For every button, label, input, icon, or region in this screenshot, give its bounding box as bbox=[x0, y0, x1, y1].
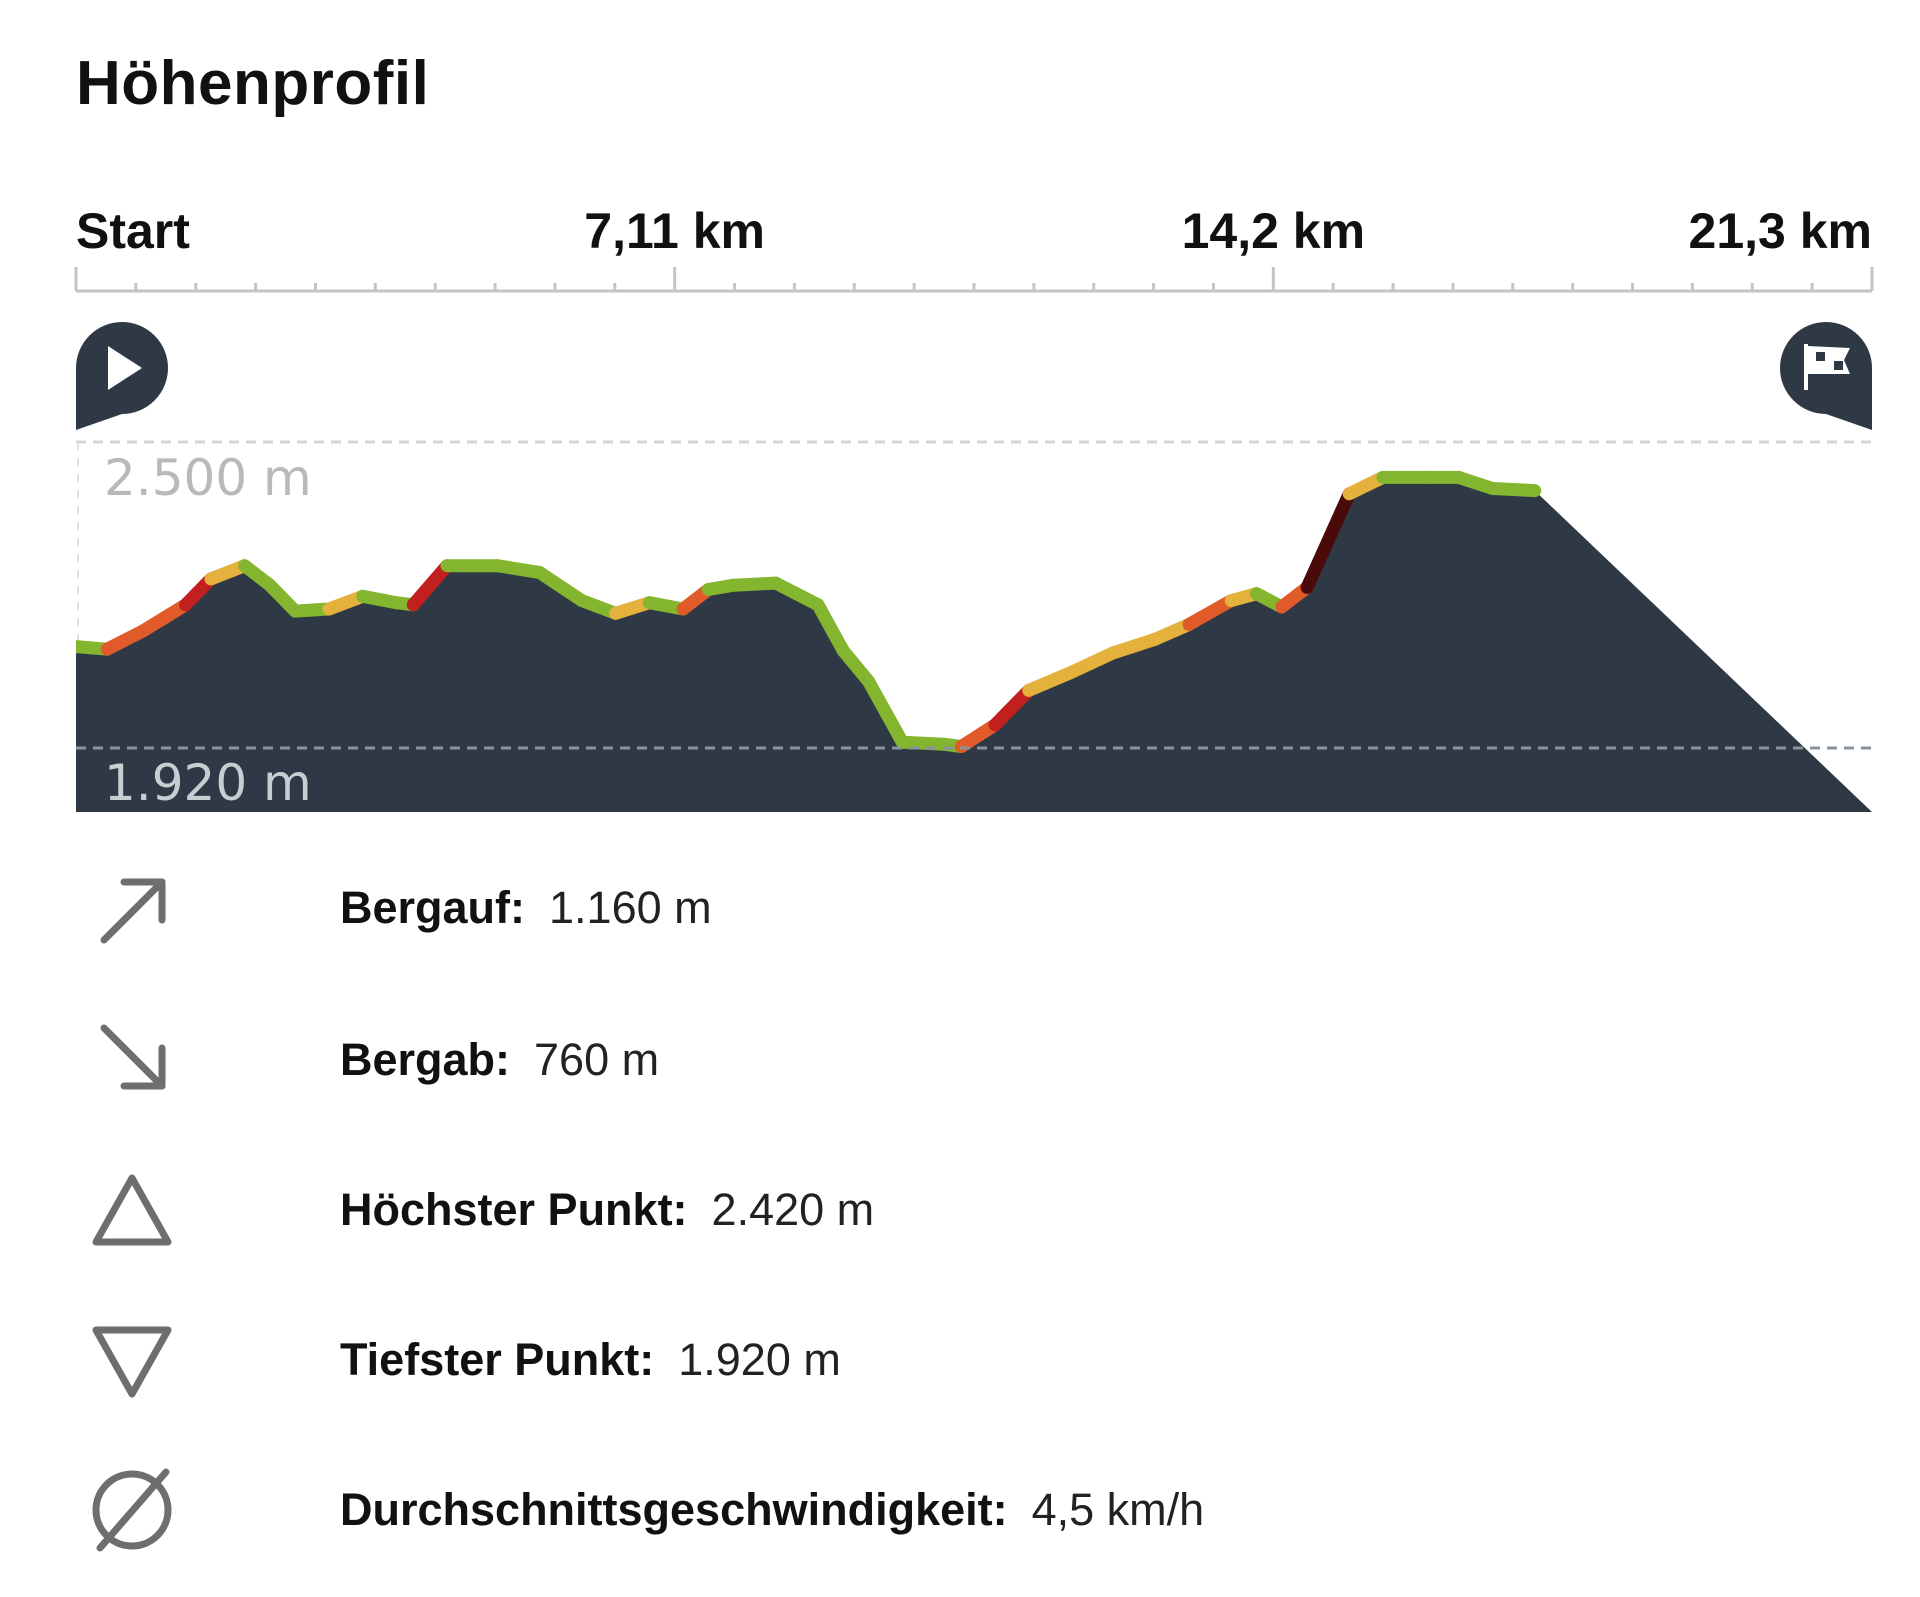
distance-tick-label: 14,2 km bbox=[1182, 203, 1365, 259]
elevation-segment bbox=[533, 566, 589, 608]
distance-tick-label: 7,11 km bbox=[584, 203, 765, 259]
stat-text: Höchster Punkt: 2.420 m bbox=[340, 1180, 874, 1240]
elevation-label-top: 2.500 m bbox=[104, 449, 312, 507]
stat-label: Tiefster Punkt: bbox=[340, 1334, 655, 1385]
stat-value: 1.160 m bbox=[549, 882, 712, 933]
stat-text: Bergauf: 1.160 m bbox=[340, 878, 712, 938]
elevation-segment bbox=[811, 598, 850, 658]
elevation-area bbox=[76, 477, 1872, 812]
distance-axis-minor-ticks bbox=[134, 283, 1814, 291]
stat-value: 760 m bbox=[534, 1034, 660, 1085]
start-marker-icon[interactable] bbox=[76, 322, 168, 430]
distance-axis-labels: Start 7,11 km 14,2 km 21,3 km bbox=[76, 203, 1872, 259]
elevation-segment bbox=[406, 559, 454, 612]
stat-row-tiefster-punkt: Tiefster Punkt: 1.920 m bbox=[0, 1312, 1920, 1432]
stat-row-durchschnittsgeschwindigkeit: Durchschnittsgeschwindigkeit: 4,5 km/h bbox=[0, 1462, 1920, 1582]
elevation-segment bbox=[895, 735, 951, 751]
elevation-segment bbox=[862, 674, 909, 749]
elevation-segment bbox=[769, 576, 825, 612]
average-symbol-icon bbox=[92, 1468, 172, 1552]
stat-text: Durchschnittsgeschwindigkeit: 4,5 km/h bbox=[340, 1480, 1204, 1540]
stat-label: Höchster Punkt: bbox=[340, 1184, 688, 1235]
arrow-up-right-icon bbox=[100, 878, 166, 944]
elevation-plot: 2.500 m 1.920 m bbox=[76, 440, 1872, 812]
stat-label: Durchschnittsgeschwindigkeit: bbox=[340, 1484, 1008, 1535]
elevation-segment bbox=[100, 624, 150, 656]
stat-value: 1.920 m bbox=[678, 1334, 841, 1385]
arrow-down-right-icon bbox=[100, 1024, 166, 1090]
elevation-segment bbox=[137, 598, 193, 638]
distance-tick-label: Start bbox=[76, 203, 190, 259]
stat-row-hoechster-punkt: Höchster Punkt: 2.420 m bbox=[0, 1162, 1920, 1282]
elevation-segment bbox=[491, 559, 547, 580]
triangle-up-icon bbox=[92, 1174, 172, 1246]
stat-text: Tiefster Punkt: 1.920 m bbox=[340, 1330, 841, 1390]
stat-row-bergauf: Bergauf: 1.160 m bbox=[0, 860, 1920, 980]
elevation-segment bbox=[1182, 594, 1238, 631]
stat-row-bergab: Bergab: 760 m bbox=[0, 1012, 1920, 1132]
elevation-segment bbox=[988, 683, 1036, 732]
elevation-label-bottom: 1.920 m bbox=[104, 754, 312, 812]
elevation-segment bbox=[727, 576, 783, 592]
elevation-segment bbox=[1486, 482, 1542, 498]
triangle-down-icon bbox=[92, 1326, 172, 1398]
stat-value: 4,5 km/h bbox=[1031, 1484, 1205, 1535]
elevation-segment bbox=[1106, 632, 1162, 660]
distance-tick-label: 21,3 km bbox=[1689, 203, 1872, 259]
elevation-profile-chart: Start 7,11 km 14,2 km 21,3 km 2.500 m 1.920… bbox=[74, 203, 1874, 812]
finish-marker-icon[interactable] bbox=[1780, 322, 1872, 430]
stat-text: Bergab: 760 m bbox=[340, 1030, 659, 1090]
elevation-segment bbox=[1064, 646, 1120, 679]
distance-axis-major-ticks bbox=[74, 267, 1874, 291]
page-title: Höhenprofil bbox=[76, 49, 430, 118]
elevation-segment bbox=[1022, 666, 1078, 697]
stat-label: Bergab: bbox=[340, 1034, 511, 1085]
elevation-segment bbox=[954, 718, 1002, 753]
elevation-segment bbox=[1300, 487, 1356, 594]
stat-value: 2.420 m bbox=[711, 1184, 875, 1235]
stat-label: Bergauf: bbox=[340, 882, 526, 933]
elevation-segment bbox=[836, 644, 876, 688]
elevation-grade-line bbox=[76, 470, 1542, 753]
distance-axis: Start 7,11 km 14,2 km 21,3 km bbox=[74, 203, 1874, 293]
